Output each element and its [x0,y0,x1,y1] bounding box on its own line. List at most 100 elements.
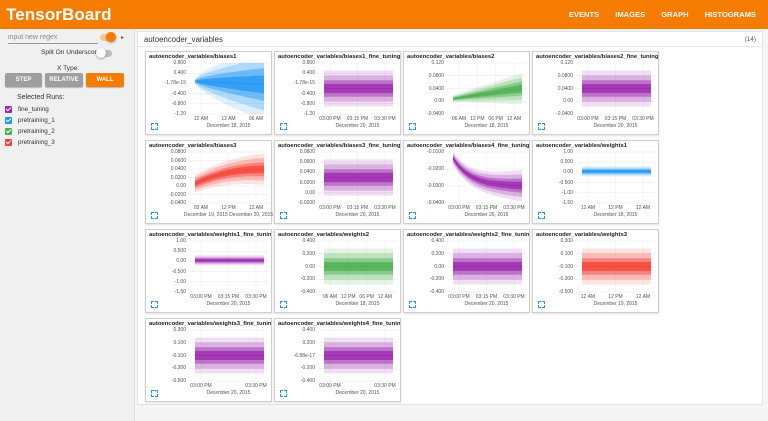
histogram-card: autoencoder_variables/biases4_fine_tunin… [403,140,530,224]
y-tick-label: -6.88e-17 [293,352,315,359]
run-checkbox-pretraining-3[interactable]: pretraining_3 [5,138,55,147]
expand-corner [542,127,545,130]
y-tick-label: 0.00 [434,98,444,105]
x-tick-label: 03:30 PM [374,116,396,122]
expand-corner [155,301,158,304]
run-checkbox-pretraining-1[interactable]: pretraining_1 [5,116,55,125]
expand-icon[interactable] [280,390,287,397]
checkbox-icon [5,128,12,135]
chart-title: autoencoder_variables/biases3 [149,143,237,149]
expand-icon[interactable] [151,123,158,130]
caret-right-icon[interactable]: ▸ [121,35,125,41]
y-tick-label: 0.00 [305,263,315,270]
expand-corner [155,394,158,397]
split-underscores-toggle[interactable] [96,48,112,58]
expand-corner [155,212,158,215]
distribution-band [453,156,522,190]
y-tick-label: 0.200 [302,250,315,257]
x-tick-label: 03:00 PM [319,116,341,122]
x-tick-label: 06 AM [451,116,467,122]
expand-corner [409,305,412,308]
y-tick-label: 0.800 [173,60,186,66]
x-axis-date: December 20, 2015 [335,212,380,218]
x-tick-label: 03:15 PM [475,294,498,300]
histogram-card: autoencoder_variables/weights3 0.300 0.100… [532,229,659,313]
x-type-wall-button[interactable]: WALL [86,73,124,87]
run-checkbox-pretraining-2[interactable]: pretraining_2 [5,127,55,136]
x-tick-label: 12 AM [193,116,209,122]
expand-corner [538,301,541,304]
median-line [452,157,523,187]
regex-toggle[interactable] [100,32,116,42]
distribution-band [453,84,522,100]
tab-images[interactable]: IMAGES [615,10,646,19]
expand-corner [284,216,287,219]
y-tick-label: -0.400 [429,289,444,295]
x-axis-date: December 20, 2015 [464,301,509,307]
y-tick-label: 0.0200 [170,174,186,181]
y-tick-label: 0.00 [434,263,444,270]
run-label: pretraining_1 [18,117,55,124]
expand-corner [284,301,287,304]
expand-icon[interactable] [280,301,287,308]
expand-corner [280,390,283,393]
expand-corner [155,127,158,130]
tab-graph[interactable]: GRAPH [661,10,689,19]
chart-title: autoencoder_variables/biases4_fine_tunin… [407,143,529,149]
expand-icon[interactable] [151,301,158,308]
expand-icon[interactable] [538,123,545,130]
expand-corner [284,305,287,308]
expand-icon[interactable] [538,212,545,219]
x-axis-date: December 18, 2015 [593,212,638,218]
expand-icon[interactable] [409,212,416,219]
histogram-card: autoencoder_variables/weights2 0.400 0.200… [274,229,401,313]
section-title[interactable]: autoencoder_variables [144,35,223,44]
expand-icon[interactable] [538,301,545,308]
y-tick-label: -1.20 [174,111,186,117]
y-tick-label: 0.500 [173,248,186,255]
expand-corner [409,301,412,304]
x-tick-label: 03:15 PM [346,205,369,211]
chart-title: autoencoder_variables/biases1_fine_tunin… [278,54,400,60]
histogram-card: autoencoder_variables/biases1 0.800 0.400 -… [145,51,272,135]
expand-icon[interactable] [151,390,158,397]
chart-title: autoencoder_variables/weights1 [536,143,628,149]
run-label: pretraining_2 [18,128,55,135]
y-tick-label: -1.00 [174,278,186,285]
expand-corner [151,212,154,215]
split-underscores-label: Split On Underscores: [41,49,106,56]
expand-corner [155,216,158,219]
x-tick-label: 12 AM [248,205,264,211]
histogram-card: autoencoder_variables/weights2_fine_tuni… [403,229,530,313]
x-type-step-button[interactable]: STEP [5,73,42,87]
expand-corner [538,212,541,215]
expand-corner [284,212,287,215]
expand-corner [542,301,545,304]
x-tick-label: 12 AM [580,294,596,300]
tab-histograms[interactable]: HISTOGRAMS [704,10,756,19]
expand-icon[interactable] [409,301,416,308]
histogram-card: autoencoder_variables/biases2 0.120 0.0800… [403,51,530,135]
histogram-card: autoencoder_variables/weights1 1.00 0.500 0… [532,140,659,224]
expand-icon[interactable] [151,212,158,219]
y-tick-label: -0.500 [171,378,186,384]
expand-icon[interactable] [409,123,416,130]
run-checkbox-fine-tuning[interactable]: fine_tuning [5,105,49,114]
sidebar: ▸ Split On Underscores: X Type: STEP REL… [0,29,135,421]
x-axis-date: December 19, 2015 December 20, 2015 [183,212,274,218]
expand-icon[interactable] [280,123,287,130]
x-tick-label: 03:30 PM [245,383,267,389]
x-tick-label: 03:00 PM [577,116,599,122]
expand-corner [155,390,158,393]
expand-corner [151,390,154,393]
tab-events[interactable]: EVENTS [568,10,600,19]
x-tick-label: 12 PM [608,294,623,300]
expand-icon[interactable] [280,212,287,219]
chart-title: autoencoder_variables/weights2_fine_tuni… [407,232,529,238]
expand-corner [538,127,541,130]
x-type-relative-button[interactable]: RELATIVE [45,73,83,87]
y-tick-label: -1.50 [561,200,573,206]
regex-input[interactable] [8,32,98,44]
y-tick-label: -0.800 [300,100,315,107]
x-tick-label: 03:00 PM [190,294,212,300]
